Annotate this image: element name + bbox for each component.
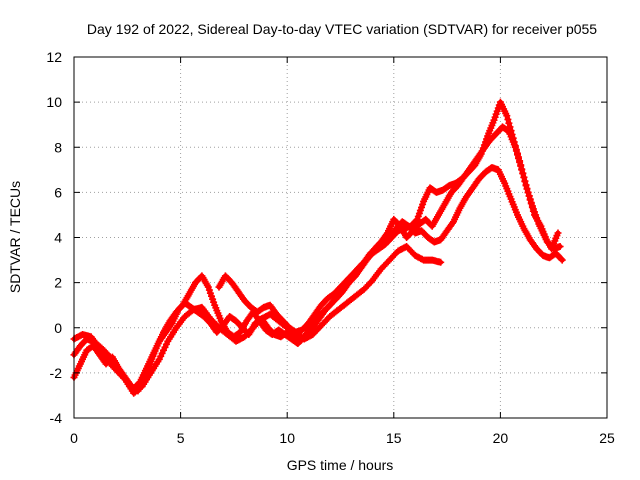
data-point-marker bbox=[520, 173, 528, 181]
data-point-marker bbox=[522, 182, 530, 190]
data-point-marker bbox=[524, 188, 532, 196]
y-tick-label: 10 bbox=[46, 94, 62, 110]
data-point-marker bbox=[527, 199, 535, 206]
data-point-marker bbox=[382, 231, 390, 238]
y-tick-label: 6 bbox=[54, 184, 62, 200]
data-series bbox=[70, 243, 445, 397]
y-tick-label: 4 bbox=[54, 230, 62, 246]
data-point-marker bbox=[558, 256, 566, 264]
data-point-marker bbox=[514, 149, 521, 157]
y-tick-label: 12 bbox=[46, 49, 62, 65]
y-tick-label: 8 bbox=[54, 139, 62, 155]
data-point-marker bbox=[554, 229, 562, 237]
data-point-marker bbox=[510, 138, 518, 146]
x-tick-label: 15 bbox=[386, 430, 402, 446]
data-point-marker bbox=[120, 374, 128, 382]
x-axis-label: GPS time / hours bbox=[287, 457, 394, 473]
x-tick-label: 0 bbox=[70, 430, 78, 446]
data-point-marker bbox=[503, 112, 511, 120]
data-point-marker bbox=[521, 178, 529, 185]
data-point-marker bbox=[516, 157, 524, 165]
y-axis-label: SDTVAR / TECUs bbox=[7, 181, 23, 293]
chart-title: Day 192 of 2022, Sidereal Day-to-day VTE… bbox=[87, 21, 597, 37]
data-point-marker bbox=[412, 217, 420, 225]
x-tick-label: 20 bbox=[493, 430, 509, 446]
x-tick-label: 25 bbox=[599, 430, 615, 446]
data-point-marker bbox=[437, 258, 445, 266]
series-layer bbox=[70, 98, 566, 397]
data-point-marker bbox=[512, 146, 520, 153]
data-point-marker bbox=[525, 192, 533, 200]
data-point-marker bbox=[557, 255, 565, 263]
series-band bbox=[71, 165, 565, 392]
grid bbox=[74, 57, 607, 418]
data-point-marker bbox=[511, 142, 519, 150]
data-point-marker bbox=[504, 115, 512, 123]
y-tick-label: 0 bbox=[54, 320, 62, 336]
data-point-marker bbox=[556, 243, 564, 250]
data-point-marker bbox=[517, 161, 525, 169]
y-tick-label: -2 bbox=[50, 365, 63, 381]
data-point-marker bbox=[518, 165, 526, 173]
data-point-marker bbox=[507, 127, 515, 135]
data-series bbox=[215, 98, 562, 336]
y-tick-label: -4 bbox=[50, 410, 63, 426]
data-series bbox=[70, 164, 566, 393]
data-point-marker bbox=[526, 195, 534, 203]
data-point-marker bbox=[519, 169, 527, 177]
series-band bbox=[216, 99, 561, 335]
series-band bbox=[71, 124, 563, 394]
data-point-marker bbox=[523, 185, 531, 193]
data-point-marker bbox=[506, 123, 514, 131]
data-point-marker bbox=[515, 153, 522, 161]
x-tick-label: 5 bbox=[177, 430, 185, 446]
data-point-marker bbox=[505, 119, 513, 127]
data-point-marker bbox=[448, 219, 456, 227]
data-point-marker bbox=[509, 134, 517, 142]
y-tick-label: 2 bbox=[54, 275, 62, 291]
axes: 0 5 10 15 20 25 -4 -2 0 2 4 6 8 10 12 bbox=[46, 49, 615, 446]
data-point-marker bbox=[508, 131, 516, 138]
x-tick-label: 10 bbox=[279, 430, 295, 446]
data-series bbox=[70, 123, 564, 395]
